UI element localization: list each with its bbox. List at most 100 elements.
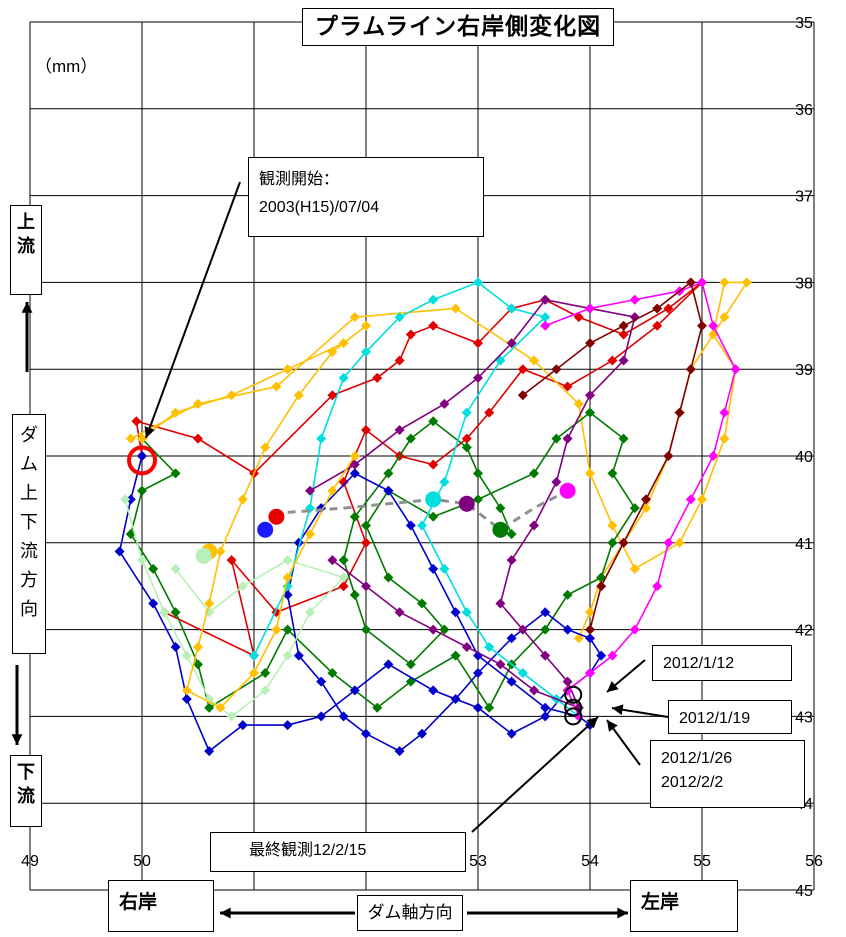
- start-arrow-head: [144, 426, 155, 438]
- data-point: [730, 364, 741, 375]
- data-point: [394, 355, 405, 366]
- downstream-direction-arrow-head: [11, 734, 23, 745]
- data-point: [114, 546, 125, 557]
- downstream-box: 下 流: [10, 755, 42, 827]
- highlight-marker: [492, 521, 509, 538]
- data-point: [349, 589, 360, 600]
- data-point: [338, 477, 349, 488]
- data-point: [338, 372, 349, 383]
- data-point: [685, 277, 696, 288]
- data-point: [327, 668, 338, 678]
- dam-updown-char-7: 向: [20, 599, 38, 619]
- data-point: [394, 312, 405, 323]
- date-label-3: 2012/1/26: [661, 750, 733, 767]
- data-point: [181, 685, 192, 696]
- data-point: [383, 659, 394, 670]
- data-point: [618, 320, 629, 331]
- data-point: [450, 694, 461, 705]
- data-point: [461, 442, 472, 453]
- data-point: [484, 641, 495, 652]
- y-tick-label: 39: [795, 362, 813, 379]
- data-point: [349, 511, 360, 522]
- data-point: [697, 320, 707, 331]
- data-point: [338, 338, 349, 349]
- data-point: [170, 407, 181, 418]
- data-point: [641, 494, 651, 505]
- data-point: [562, 381, 573, 392]
- dam-axis-label: ダム軸方向: [357, 895, 463, 931]
- data-point: [417, 520, 427, 531]
- data-point: [517, 668, 528, 678]
- data-point: [316, 676, 327, 687]
- data-point: [226, 555, 237, 566]
- dam-updown-char-1: ダ: [20, 425, 38, 445]
- series-line: [135, 281, 703, 658]
- data-point: [540, 320, 551, 331]
- date-label-3-4: 2012/1/26 2012/2/2: [650, 740, 805, 808]
- date-label-4: 2012/2/2: [661, 774, 724, 791]
- data-point: [372, 372, 383, 383]
- data-point: [450, 607, 461, 618]
- data-point: [428, 294, 439, 305]
- data-point: [618, 329, 629, 340]
- highlight-marker: [268, 508, 285, 525]
- y-tick-label: 35: [795, 15, 813, 32]
- data-point: [137, 555, 147, 566]
- data-point: [585, 468, 595, 479]
- data-point: [495, 503, 506, 514]
- data-point: [674, 407, 685, 418]
- data-point: [540, 624, 551, 635]
- dam-updown-char-4: 下: [20, 512, 38, 532]
- data-point: [540, 312, 551, 323]
- right-bank-direction-arrow-head: [220, 907, 231, 919]
- data-point: [249, 650, 259, 661]
- data-point: [170, 607, 181, 618]
- data-point: [361, 320, 371, 331]
- data-point: [697, 277, 707, 288]
- data-point: [652, 303, 663, 314]
- data-point: [338, 711, 349, 722]
- x-tick-label: 55: [693, 853, 711, 870]
- data-point: [473, 702, 483, 713]
- data-point: [607, 520, 618, 531]
- data-point: [652, 320, 663, 331]
- y-tick-label: 37: [795, 189, 813, 206]
- data-point: [405, 520, 416, 531]
- data-point: [540, 650, 551, 661]
- data-point: [417, 598, 427, 609]
- data-point: [674, 537, 685, 548]
- data-point: [305, 529, 315, 540]
- dam-updown-char-5: 流: [20, 541, 38, 561]
- data-point: [663, 451, 674, 461]
- data-point: [473, 668, 483, 678]
- data-point: [394, 746, 405, 757]
- data-point: [405, 433, 416, 444]
- data-point: [450, 650, 461, 661]
- data-point: [137, 485, 147, 496]
- data-point: [204, 702, 215, 713]
- data-point: [506, 728, 517, 739]
- dam-updown-char-2: ム: [20, 454, 38, 474]
- data-point: [249, 668, 259, 678]
- data-point: [361, 346, 371, 357]
- start-line-1: 観測開始：: [259, 171, 340, 188]
- x-tick-label: 49: [21, 853, 39, 870]
- data-point: [562, 676, 573, 687]
- data-point: [540, 607, 551, 618]
- data-point: [327, 555, 338, 566]
- open-circle-marker: [564, 707, 583, 726]
- data-point: [327, 346, 338, 357]
- data-point: [383, 485, 394, 496]
- data-point: [573, 633, 584, 644]
- x-tick-label: 53: [469, 853, 487, 870]
- data-point: [428, 459, 439, 470]
- y-tick-label: 41: [795, 536, 813, 553]
- data-point: [349, 468, 360, 479]
- data-point: [316, 711, 327, 722]
- dam-updown-char-3: 上: [20, 483, 38, 503]
- data-point: [719, 277, 730, 288]
- data-point: [461, 433, 472, 444]
- data-point: [148, 563, 159, 574]
- data-point: [439, 624, 450, 635]
- data-point: [237, 581, 248, 592]
